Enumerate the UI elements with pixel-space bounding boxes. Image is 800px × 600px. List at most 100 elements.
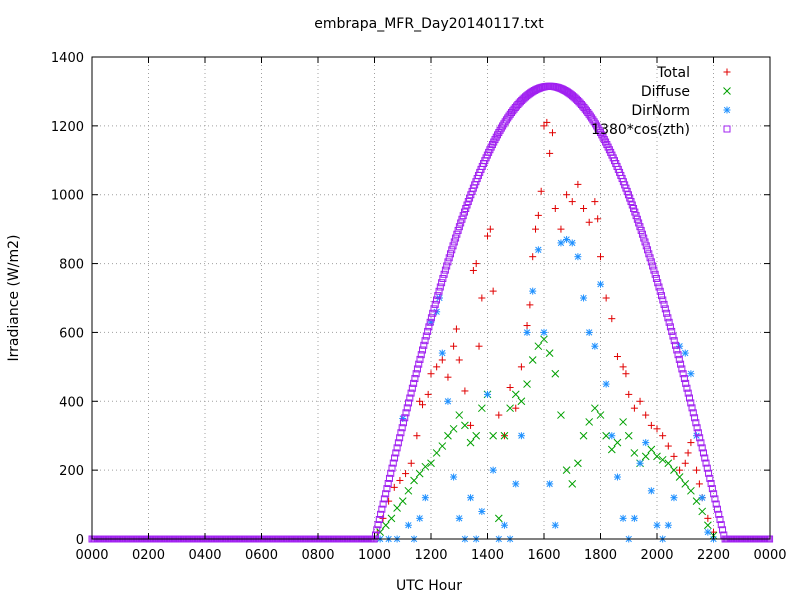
total-point (532, 225, 540, 233)
envelope-point (680, 375, 688, 383)
envelope-point (460, 208, 468, 216)
envelope-point (708, 485, 716, 493)
total-point (687, 439, 695, 447)
envelope-point (378, 505, 386, 513)
x-tick-label: 0000 (753, 548, 786, 563)
envelope-point (384, 480, 392, 488)
envelope-point (702, 459, 710, 467)
envelope-point (416, 355, 424, 363)
diffuse-point (687, 486, 695, 495)
envelope-point (632, 212, 640, 220)
total-point (484, 232, 491, 240)
envelope-point (710, 490, 718, 498)
envelope-point (371, 531, 379, 539)
total-point (419, 401, 427, 409)
envelope-point (675, 355, 683, 363)
total-point (402, 470, 410, 478)
total-point (608, 315, 616, 323)
dirnorm-point (653, 521, 661, 529)
legend-marker (723, 68, 731, 76)
envelope-point (399, 419, 407, 427)
dirnorm-point (416, 514, 424, 522)
diffuse-point (404, 486, 413, 495)
dirnorm-point (698, 494, 706, 502)
envelope-point (375, 516, 383, 524)
envelope-point (677, 360, 685, 368)
envelope-point (650, 266, 658, 274)
diffuse-point (455, 411, 464, 419)
envelope-point (674, 351, 682, 359)
envelope-point (439, 274, 447, 282)
diffuse-point (449, 424, 458, 433)
envelope-point (396, 434, 404, 442)
dirnorm-point (687, 370, 695, 378)
series-layer (88, 82, 774, 543)
envelope-point (426, 318, 434, 326)
envelope-point (638, 230, 646, 238)
y-axis: 0 200 400 600 800 1000 1200 1400 (51, 51, 770, 548)
envelope-point (415, 360, 423, 368)
envelope-point (706, 474, 714, 482)
series-0 (373, 118, 717, 536)
y-tick-label: 800 (59, 258, 84, 273)
total-point (506, 384, 514, 392)
envelope-point (443, 262, 451, 270)
dirnorm-point (568, 239, 576, 247)
diffuse-point (692, 497, 701, 505)
dirnorm-point (523, 328, 531, 336)
envelope-point (691, 414, 699, 422)
diffuse-point (387, 514, 396, 523)
dirnorm-point (636, 459, 644, 467)
dirnorm-point (551, 521, 559, 529)
total-point (407, 459, 415, 467)
dirnorm-point (450, 473, 458, 481)
envelope-point (455, 223, 463, 231)
envelope-point (669, 332, 677, 340)
diffuse-point (619, 418, 627, 426)
total-point (568, 198, 576, 206)
diffuse-point (506, 404, 514, 413)
total-point (704, 514, 712, 522)
diffuse-point (624, 431, 633, 440)
envelope-point (458, 215, 466, 223)
diffuse-point (410, 476, 418, 485)
envelope-point (707, 480, 715, 488)
envelope-point (389, 459, 397, 467)
envelope-point (413, 365, 421, 373)
envelope-point (417, 351, 425, 359)
envelope-point (640, 234, 648, 242)
total-point (461, 387, 469, 395)
total-point (486, 225, 494, 233)
total-point (424, 390, 432, 398)
envelope-point (644, 246, 652, 254)
diffuse-point (551, 369, 560, 378)
envelope-point (641, 238, 649, 246)
envelope-point (392, 449, 400, 457)
x-tick-label: 2200 (697, 548, 730, 563)
envelope-point (651, 270, 659, 278)
dirnorm-point (664, 521, 672, 529)
dirnorm-point (467, 494, 475, 502)
x-tick-label: 1800 (584, 548, 617, 563)
envelope-point (696, 434, 704, 442)
envelope-point (666, 323, 674, 331)
diffuse-point (630, 449, 639, 457)
envelope-point (377, 510, 385, 518)
envelope-point (453, 230, 461, 238)
diffuse-point (421, 462, 430, 471)
y-axis-title: Irradiance (W/m2) (6, 235, 22, 362)
total-point (594, 215, 602, 223)
envelope-point (393, 444, 401, 452)
diffuse-point (585, 418, 594, 426)
diffuse-point (500, 431, 509, 440)
dirnorm-point (619, 514, 627, 522)
total-point (489, 287, 497, 295)
total-point (670, 452, 678, 460)
diffuse-point (444, 431, 452, 440)
envelope-point (645, 250, 653, 258)
envelope-point (398, 424, 406, 432)
x-tick-label: 1600 (527, 548, 560, 563)
envelope-point (410, 379, 418, 387)
envelope-point (373, 526, 381, 534)
y-tick-label: 200 (59, 464, 84, 479)
